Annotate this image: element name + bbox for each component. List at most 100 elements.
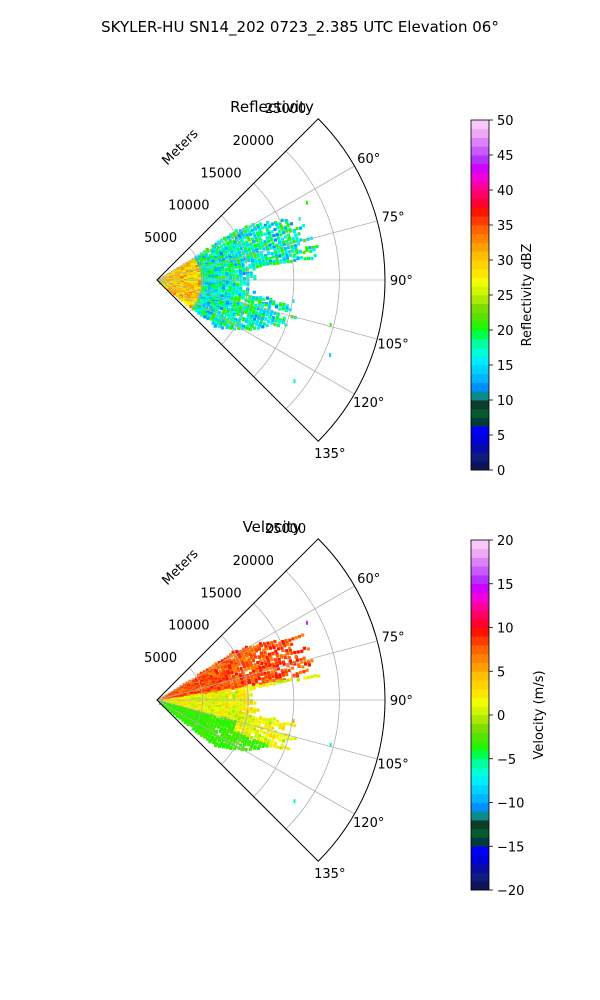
reflectivity-colorbar-bin [471, 260, 489, 270]
velocity-isolated-gate [306, 620, 308, 625]
velocity-echo-gate [303, 660, 307, 664]
reflectivity-echo-gate [285, 306, 289, 310]
reflectivity-echo-gate [210, 301, 215, 306]
velocity-echo-gate [238, 687, 242, 691]
reflectivity-echo-gate [228, 245, 232, 249]
reflectivity-echo-gate [281, 252, 285, 256]
velocity-echo-gate [267, 738, 271, 742]
velocity-echo-gate [276, 654, 280, 658]
velocity-echo-gate [264, 677, 269, 682]
reflectivity-angular-gridline [156, 220, 378, 281]
reflectivity-echo-gate [295, 226, 299, 231]
reflectivity-echo-gate [240, 301, 244, 306]
velocity-echo-gate [217, 661, 221, 665]
reflectivity-echo-gate [197, 262, 201, 266]
reflectivity-echo-gate [232, 304, 236, 308]
velocity-colorbar-bin [471, 662, 489, 672]
reflectivity-echo-gate [223, 295, 227, 299]
reflectivity-echo-gate [215, 280, 219, 284]
velocity-echo-gate [227, 674, 232, 678]
reflectivity-echo-gate [258, 236, 262, 240]
velocity-echo-gate [275, 736, 279, 740]
reflectivity-colorbar-tick-label: 5 [497, 429, 505, 444]
reflectivity-echo-gate [284, 249, 288, 253]
velocity-echo-gate [254, 649, 258, 653]
velocity-echo-gate [236, 732, 240, 736]
reflectivity-echo-gate [294, 233, 298, 237]
reflectivity-echo-gate [235, 287, 239, 291]
velocity-echo-gate [225, 668, 229, 672]
reflectivity-echo-gate [186, 303, 190, 307]
velocity-echo-gate [210, 709, 215, 713]
velocity-echo-gate [186, 722, 190, 726]
reflectivity-echo-gate [225, 325, 229, 330]
velocity-echo-gate [262, 683, 266, 687]
velocity-echo-gate [240, 748, 244, 752]
velocity-echo-gate [267, 660, 271, 664]
velocity-colorbar-bin [471, 732, 489, 742]
velocity-echo-gate [241, 746, 245, 750]
velocity-echo-gate [248, 645, 253, 650]
velocity-echo-gate [213, 715, 217, 719]
reflectivity-echo-gate [204, 260, 208, 264]
reflectivity-echo-gate [293, 244, 297, 248]
velocity-echo-gate [226, 670, 230, 674]
reflectivity-echo-gate [203, 289, 208, 293]
reflectivity-echo-gate [203, 315, 207, 319]
velocity-echo-gate [287, 668, 291, 673]
velocity-echo-gate [239, 696, 243, 700]
velocity-echo-gate [236, 700, 240, 704]
velocity-echo-gate [278, 673, 282, 677]
velocity-angular-tick-label: 60° [357, 572, 380, 587]
reflectivity-echo-gate [265, 245, 269, 250]
velocity-echo-gate [217, 738, 221, 742]
reflectivity-colorbar-bin [471, 128, 489, 138]
reflectivity-echo-gate [252, 249, 256, 253]
velocity-echo-gate [277, 659, 282, 663]
velocity-echo-gate [226, 719, 230, 723]
velocity-echo-gate [256, 746, 260, 750]
velocity-echo-gate [240, 667, 244, 671]
reflectivity-echo-gate [246, 325, 250, 329]
reflectivity-echo-gate [276, 261, 280, 265]
velocity-colorbar-bin [471, 741, 489, 751]
reflectivity-echo-gate [211, 271, 215, 275]
reflectivity-echo-gate [254, 312, 259, 316]
reflectivity-echo-gate [240, 260, 244, 264]
velocity-angular-gridline [156, 699, 378, 760]
reflectivity-echo-gate [281, 320, 285, 324]
velocity-echo-gate [225, 739, 229, 744]
velocity-echo-gate [218, 663, 222, 667]
reflectivity-echo-gate [272, 316, 276, 320]
velocity-echo-gate [313, 674, 317, 678]
reflectivity-echo-gate [235, 305, 239, 309]
velocity-echo-gate [207, 691, 211, 695]
velocity-echo-gate [267, 673, 271, 678]
reflectivity-echo-gate [227, 264, 231, 268]
reflectivity-echo-gate [259, 239, 263, 243]
reflectivity-echo-gate [277, 250, 281, 254]
velocity-echo-gate [215, 672, 219, 676]
velocity-echo-gate [281, 673, 285, 677]
reflectivity-colorbar-bin [471, 198, 489, 208]
velocity-echo-gate [289, 677, 293, 682]
reflectivity-echo-gate [245, 268, 249, 272]
reflectivity-echo-gate [266, 310, 270, 314]
figure-suptitle: SKYLER-HU SN14_202 0723_2.385 UTC Elevat… [101, 18, 499, 37]
velocity-echo-gate [212, 680, 216, 685]
velocity-echo-gate [299, 660, 304, 664]
reflectivity-echo-gate [305, 246, 309, 250]
velocity-echo-gate [175, 714, 179, 718]
reflectivity-echo-gate [249, 317, 253, 321]
reflectivity-echo-gate [227, 254, 232, 258]
velocity-echo-gate [226, 655, 230, 659]
reflectivity-echo-gate [234, 263, 238, 267]
reflectivity-colorbar-tick-label: 25 [497, 289, 514, 304]
reflectivity-echo-gate [258, 262, 262, 266]
reflectivity-echo-gate [228, 321, 232, 325]
velocity-echo-gate [317, 674, 321, 678]
velocity-echo-gate [242, 648, 246, 653]
velocity-echo-gate [293, 662, 297, 666]
reflectivity-echo-gate [264, 317, 268, 321]
reflectivity-echo-gate [252, 290, 256, 294]
